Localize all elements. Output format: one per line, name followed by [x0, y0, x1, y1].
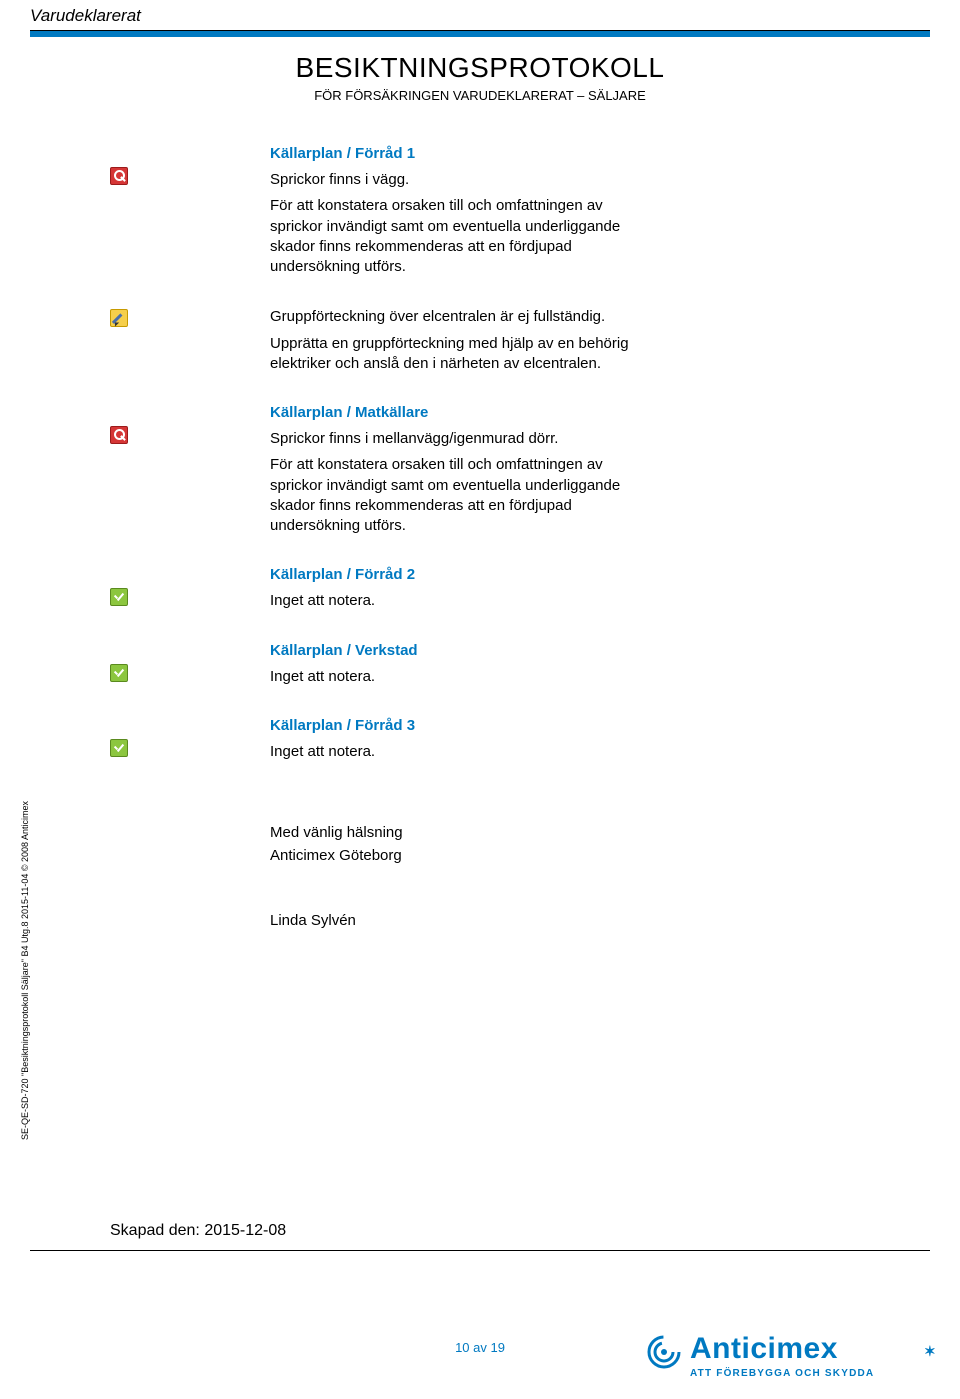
content-area: Källarplan / Förråd 1 Sprickor finns i v…: [110, 145, 900, 929]
magnifier-icon: [110, 426, 130, 446]
logo-star-icon: [924, 1330, 936, 1342]
created-date: 2015-12-08: [204, 1222, 286, 1239]
section-heading: Källarplan / Matkällare: [270, 404, 900, 421]
section-heading: Källarplan / Förråd 3: [270, 717, 900, 734]
document-reference: SE-QE-SD-720 "Besiktningsprotokoll Sälja…: [20, 801, 30, 1140]
header-label: Varudeklarerat: [30, 6, 141, 26]
check-icon: [110, 664, 130, 684]
logo-tagline: ATT FÖREBYGGA OCH SKYDDA: [650, 1368, 930, 1379]
section-heading: Källarplan / Förråd 2: [270, 566, 900, 583]
inspection-item: Källarplan / Matkällare Sprickor finns i…: [110, 404, 900, 536]
title-block: BESIKTNINGSPROTOKOLL FÖR FÖRSÄKRINGEN VA…: [0, 52, 960, 103]
bottom-rule: [30, 1250, 930, 1251]
section-heading: Källarplan / Verkstad: [270, 642, 900, 659]
item-text: Inget att notera.: [270, 667, 630, 687]
item-text: Inget att notera.: [270, 591, 630, 611]
brand-logo: Anticimex ATT FÖREBYGGA OCH SKYDDA: [650, 1332, 930, 1379]
logo-name: Anticimex: [690, 1332, 838, 1365]
signature-block: Linda Sylvén: [110, 912, 900, 929]
check-icon: [110, 588, 130, 608]
logo-swirl-icon: [646, 1334, 682, 1370]
item-text: Upprätta en gruppförteckning med hjälp a…: [270, 334, 630, 375]
inspection-item: Källarplan / Verkstad Inget att notera.: [110, 642, 900, 687]
item-text: Sprickor finns i vägg.: [270, 170, 630, 190]
closing-greeting: Med vänlig hälsning: [270, 822, 900, 845]
item-text: Inget att notera.: [270, 742, 630, 762]
item-text: Sprickor finns i mellanvägg/igenmurad dö…: [270, 429, 630, 449]
inspection-item: Källarplan / Förråd 2 Inget att notera.: [110, 566, 900, 611]
inspection-item: Källarplan / Förråd 3 Inget att notera.: [110, 717, 900, 762]
created-label: Skapad den:: [110, 1222, 200, 1239]
header-rule: [30, 30, 930, 37]
magnifier-icon: [110, 167, 130, 187]
page-subtitle: FÖR FÖRSÄKRINGEN VARUDEKLARERAT – SÄLJAR…: [0, 88, 960, 103]
pencil-icon: [110, 309, 130, 329]
logo-text: Anticimex: [650, 1332, 930, 1366]
signature-name: Linda Sylvén: [270, 912, 900, 929]
inspection-item: Källarplan / Förråd 1 Sprickor finns i v…: [110, 145, 900, 277]
inspection-item: Gruppförteckning över elcentralen är ej …: [110, 307, 900, 374]
created-line: Skapad den: 2015-12-08: [110, 1222, 286, 1240]
section-heading: Källarplan / Förråd 1: [270, 145, 900, 162]
closing-block: Med vänlig hälsning Anticimex Göteborg: [110, 822, 900, 867]
check-icon: [110, 739, 130, 759]
closing-sender: Anticimex Göteborg: [270, 845, 900, 868]
item-text: För att konstatera orsaken till och omfa…: [270, 455, 630, 536]
page-title: BESIKTNINGSPROTOKOLL: [0, 52, 960, 84]
item-text: För att konstatera orsaken till och omfa…: [270, 196, 630, 277]
item-text: Gruppförteckning över elcentralen är ej …: [270, 307, 630, 327]
